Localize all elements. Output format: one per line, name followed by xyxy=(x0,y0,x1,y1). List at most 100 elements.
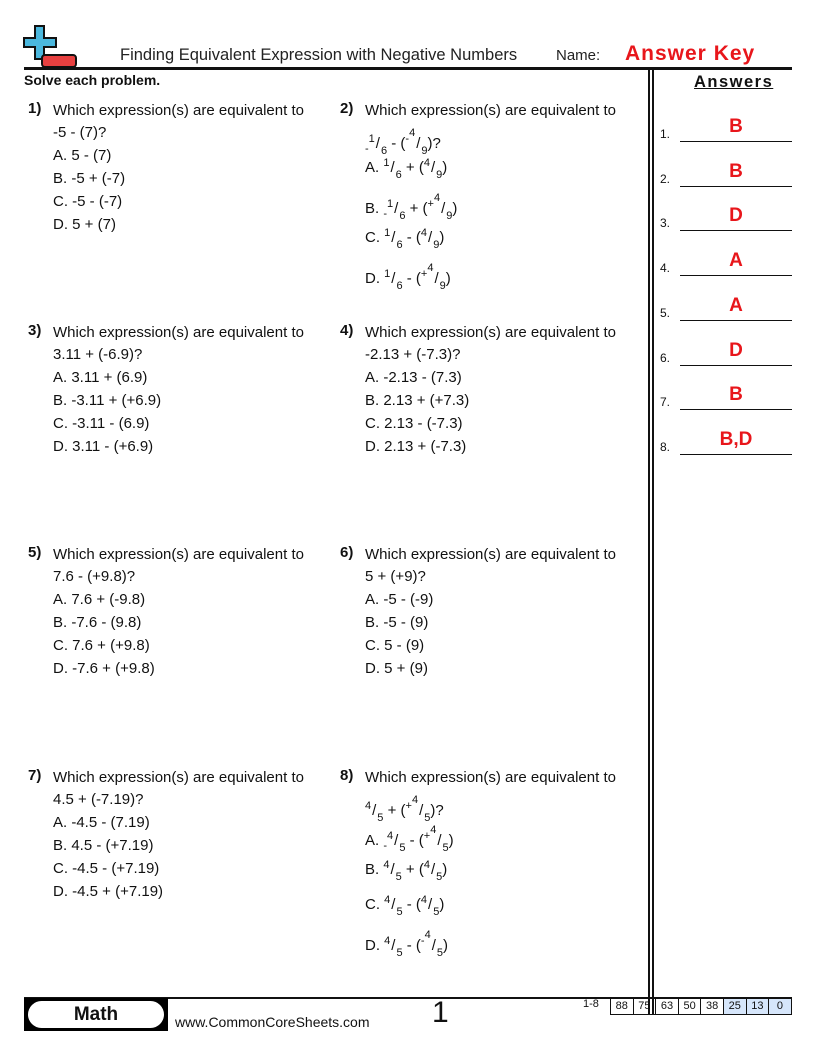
score-cell: 13 xyxy=(745,999,769,1014)
fraction-denominator: 9 xyxy=(446,210,453,222)
score-table: 88 75 63 50 38 25 13 0 xyxy=(610,998,792,1015)
fraction-bar: / xyxy=(431,937,436,954)
expression-text: B. -5 + (-7) xyxy=(53,170,126,187)
fraction: 4/5 xyxy=(384,935,402,959)
worksheet-title: Finding Equivalent Expression with Negat… xyxy=(120,46,518,64)
answer-value: B xyxy=(729,160,743,182)
fraction-numerator: 1 xyxy=(387,198,394,210)
score-cell: 0 xyxy=(768,999,791,1014)
fraction-bar: / xyxy=(390,159,395,176)
answer-row: 7. B xyxy=(660,384,792,411)
answer-option: C. 4/5 - (4/5) xyxy=(365,894,444,918)
answer-line xyxy=(680,275,792,277)
fraction-denominator: 5 xyxy=(442,842,449,854)
expression-text: A. -4.5 - (7.19) xyxy=(53,814,150,831)
fraction-numerator: 4 xyxy=(384,894,391,906)
fraction: 4/9 xyxy=(424,157,442,181)
expression-text: A. -2.13 - (7.3) xyxy=(365,369,462,386)
fraction: 4/5 xyxy=(383,859,401,883)
fraction-numerator: 4 xyxy=(365,800,372,812)
problem-number: 7) xyxy=(28,767,42,784)
answer-row: 4. A xyxy=(660,250,792,277)
fraction-sign: - xyxy=(383,208,388,220)
instructions: Solve each problem. xyxy=(24,72,161,88)
answer-row: 6. D xyxy=(660,340,792,366)
problem-expression: 3.11 + (-6.9)? xyxy=(53,346,142,363)
answer-option: B. -5 - (9) xyxy=(365,614,428,631)
answer-option: B. 4/5 + (4/5) xyxy=(365,859,447,883)
column-divider xyxy=(648,69,650,1014)
expression-text: B. 4.5 - (+7.19) xyxy=(53,837,154,854)
fraction-denominator: 9 xyxy=(439,280,446,292)
expression-text: C. -3.11 - (6.9) xyxy=(53,415,150,432)
answer-option: A. -4/5 - (+4/5) xyxy=(365,824,454,854)
problem-number: 5) xyxy=(28,544,42,561)
site-url: www.CommonCoreSheets.com xyxy=(175,1014,370,1030)
fraction-denominator: 6 xyxy=(395,169,402,181)
fraction-numerator: 1 xyxy=(384,227,391,239)
expression-text: D. 2.13 + (-7.3) xyxy=(365,438,467,455)
answer-row: 3. D xyxy=(660,205,792,232)
answer-option: B. 4.5 - (+7.19) xyxy=(53,837,153,854)
answer-number: 5. xyxy=(660,305,671,320)
expression-text: A. 3.11 + (6.9) xyxy=(53,369,148,386)
fraction-denominator: 5 xyxy=(399,842,406,854)
score-cell: 25 xyxy=(722,999,746,1014)
fraction-bar: / xyxy=(394,832,399,849)
fraction-numerator: 4 xyxy=(384,935,391,947)
answer-number: 6. xyxy=(660,350,671,365)
problem-prompt: Which expression(s) are equivalent to xyxy=(365,102,616,119)
fraction-numerator: 4 xyxy=(430,824,437,836)
fraction-denominator: 6 xyxy=(380,145,388,157)
fraction-bar: / xyxy=(394,200,399,217)
fraction-denominator: 5 xyxy=(436,871,443,883)
fraction-bar: / xyxy=(375,135,380,152)
fraction-bar: / xyxy=(390,861,395,878)
problem-number: 1) xyxy=(28,100,42,117)
fraction: 1/6 xyxy=(384,227,402,251)
answer-value: B xyxy=(729,116,743,137)
fraction: 1/6 xyxy=(383,157,401,181)
expression-text: C. 7.6 + (+9.8) xyxy=(53,637,150,654)
fraction-denominator: 5 xyxy=(377,812,384,824)
fraction-numerator: 1 xyxy=(368,133,375,145)
expression-text: 3.11 + (-6.9)? xyxy=(53,346,143,363)
answer-option: C. 7.6 + (+9.8) xyxy=(53,637,150,654)
fraction: 4/5 xyxy=(424,859,442,883)
problem-expression: 7.6 - (+9.8)? xyxy=(53,568,135,585)
fraction: +4/9 xyxy=(428,192,453,222)
problem-expression: -2.13 + (-7.3)? xyxy=(365,346,460,363)
expression-text: ) xyxy=(448,832,454,849)
problem-prompt: Which expression(s) are equivalent to xyxy=(365,324,616,341)
answer-value: A xyxy=(729,294,743,316)
fraction-denominator: 9 xyxy=(421,145,428,157)
fraction-bar: / xyxy=(419,802,424,819)
fraction-sign: - xyxy=(365,143,369,155)
answer-value: A xyxy=(729,250,743,272)
page-number: 1 xyxy=(432,996,449,1029)
answer-value: B xyxy=(729,384,743,406)
expression-text: B. 2.13 + (+7.3) xyxy=(365,392,470,409)
expression-text: A. 7.6 + (-9.8) xyxy=(53,591,146,608)
problem-number: 3) xyxy=(28,322,42,339)
expression-text: 5 + (+9)? xyxy=(365,568,426,585)
answer-option: A. 1/6 + (4/9) xyxy=(365,157,447,181)
expression-text: D. -7.6 + (+9.8) xyxy=(53,660,155,677)
expression-text: D. xyxy=(365,937,385,954)
fraction-bar: / xyxy=(372,802,377,819)
answers-title: Answers xyxy=(694,73,774,91)
answer-row: 5. A xyxy=(660,294,792,321)
score-cell: 63 xyxy=(655,999,678,1014)
expression-text: )? xyxy=(430,802,444,819)
fraction: -1/6 xyxy=(365,128,387,162)
problem-expression: 5 + (+9)? xyxy=(365,568,426,585)
fraction-numerator: 4 xyxy=(411,794,419,806)
fraction-bar: / xyxy=(430,861,436,878)
expression-text: B. xyxy=(365,861,384,878)
fraction-sign: -4 xyxy=(420,929,431,947)
fraction-numerator: 4 xyxy=(424,929,431,941)
answer-option: B. -3.11 + (+6.9) xyxy=(53,392,161,409)
expression-text: C. xyxy=(365,896,385,913)
score-cell: 88 xyxy=(615,1000,628,1012)
answer-number: 3. xyxy=(660,216,671,231)
